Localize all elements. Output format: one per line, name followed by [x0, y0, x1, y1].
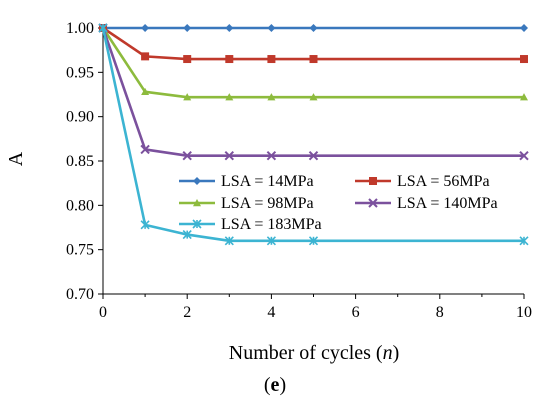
legend-label: LSA = 14MPa: [221, 173, 314, 190]
y-tick-label: 0.70: [66, 286, 94, 303]
series-4: [98, 23, 529, 246]
y-tick-label: 0.75: [66, 242, 94, 259]
data-point: [225, 24, 234, 32]
data-point: [141, 87, 150, 96]
legend-item: LSA = 98MPa: [179, 195, 314, 212]
y-tick-label: 1.00: [66, 20, 94, 37]
data-point: [266, 236, 276, 246]
legend-swatch-marker: [369, 177, 377, 185]
y-tick-label: 0.95: [66, 64, 94, 81]
legend-item: LSA = 140MPa: [355, 195, 498, 212]
x-tick-label: 10: [516, 304, 532, 321]
data-point: [267, 55, 276, 64]
legend: LSA = 14MPa LSA = 56MPa LSA = 98MPa LSA = 1…: [179, 173, 498, 233]
legend-label: LSA = 140MPa: [397, 195, 498, 212]
series-0: [99, 24, 528, 32]
legend-label: LSA = 56MPa: [397, 173, 490, 190]
data-point: [183, 55, 192, 64]
data-point: [141, 52, 150, 61]
data-point: [98, 23, 108, 33]
caption-letter: e: [271, 374, 280, 396]
data-point: [520, 55, 528, 64]
series-line: [101, 27, 524, 157]
legend-swatch-marker: [368, 198, 378, 208]
series-3: [98, 23, 529, 161]
data-point: [224, 236, 234, 246]
data-point: [183, 24, 192, 32]
data-point: [267, 93, 276, 101]
x-tick-label: 2: [183, 304, 191, 321]
x-tick-label: 6: [352, 304, 360, 321]
x-axis-title-variable: n: [383, 342, 393, 364]
data-point: [309, 24, 318, 32]
legend-label: LSA = 183MPa: [221, 216, 322, 233]
data-point: [225, 55, 234, 64]
y-tick-labels: 0.70 0.75 0.80 0.85 0.90 0.95 1.00: [66, 20, 94, 303]
data-point: [141, 24, 150, 32]
data-point: [520, 93, 528, 101]
x-axis-title-suffix: ): [393, 342, 400, 364]
legend-label: LSA = 98MPa: [221, 195, 314, 212]
data-point: [519, 150, 529, 161]
data-point: [225, 93, 234, 101]
y-tick-label: 0.90: [66, 109, 94, 126]
data-point: [266, 150, 277, 161]
figure-caption: (e): [264, 374, 286, 396]
x-axis-title-prefix: Number of cycles (: [229, 342, 383, 364]
data-point: [309, 55, 318, 64]
legend-swatch-marker: [193, 177, 201, 185]
data-point: [309, 93, 318, 101]
caption-open: (: [264, 374, 271, 396]
x-tick-label: 8: [436, 304, 444, 321]
legend-item: LSA = 183MPa: [179, 216, 322, 233]
data-point: [183, 93, 192, 101]
legend-swatch-marker: [193, 199, 201, 207]
series-line: [102, 26, 524, 61]
caption-close: ): [279, 374, 286, 396]
series-layer: [98, 23, 529, 246]
data-point: [140, 220, 150, 230]
x-tick-labels: 0 2 4 6 8 10: [99, 304, 532, 321]
data-point: [267, 24, 276, 32]
data-point: [224, 150, 235, 161]
data-point: [519, 236, 529, 246]
data-point: [308, 236, 319, 246]
y-tick-label: 0.80: [66, 197, 94, 214]
legend-swatch-marker: [192, 219, 202, 229]
data-point: [182, 230, 192, 240]
x-tick-label: 4: [267, 304, 275, 321]
data-point: [308, 150, 319, 161]
data-point: [140, 144, 150, 155]
y-tick-label: 0.85: [66, 153, 94, 170]
legend-item: LSA = 56MPa: [355, 173, 490, 190]
data-point: [520, 24, 528, 32]
x-tick-label: 0: [99, 304, 107, 321]
x-axis-title: Number of cycles (n): [229, 342, 400, 364]
data-point: [182, 150, 192, 161]
y-axis-title: A: [5, 151, 27, 166]
axes: [98, 27, 525, 299]
legend-item: LSA = 14MPa: [179, 173, 314, 190]
